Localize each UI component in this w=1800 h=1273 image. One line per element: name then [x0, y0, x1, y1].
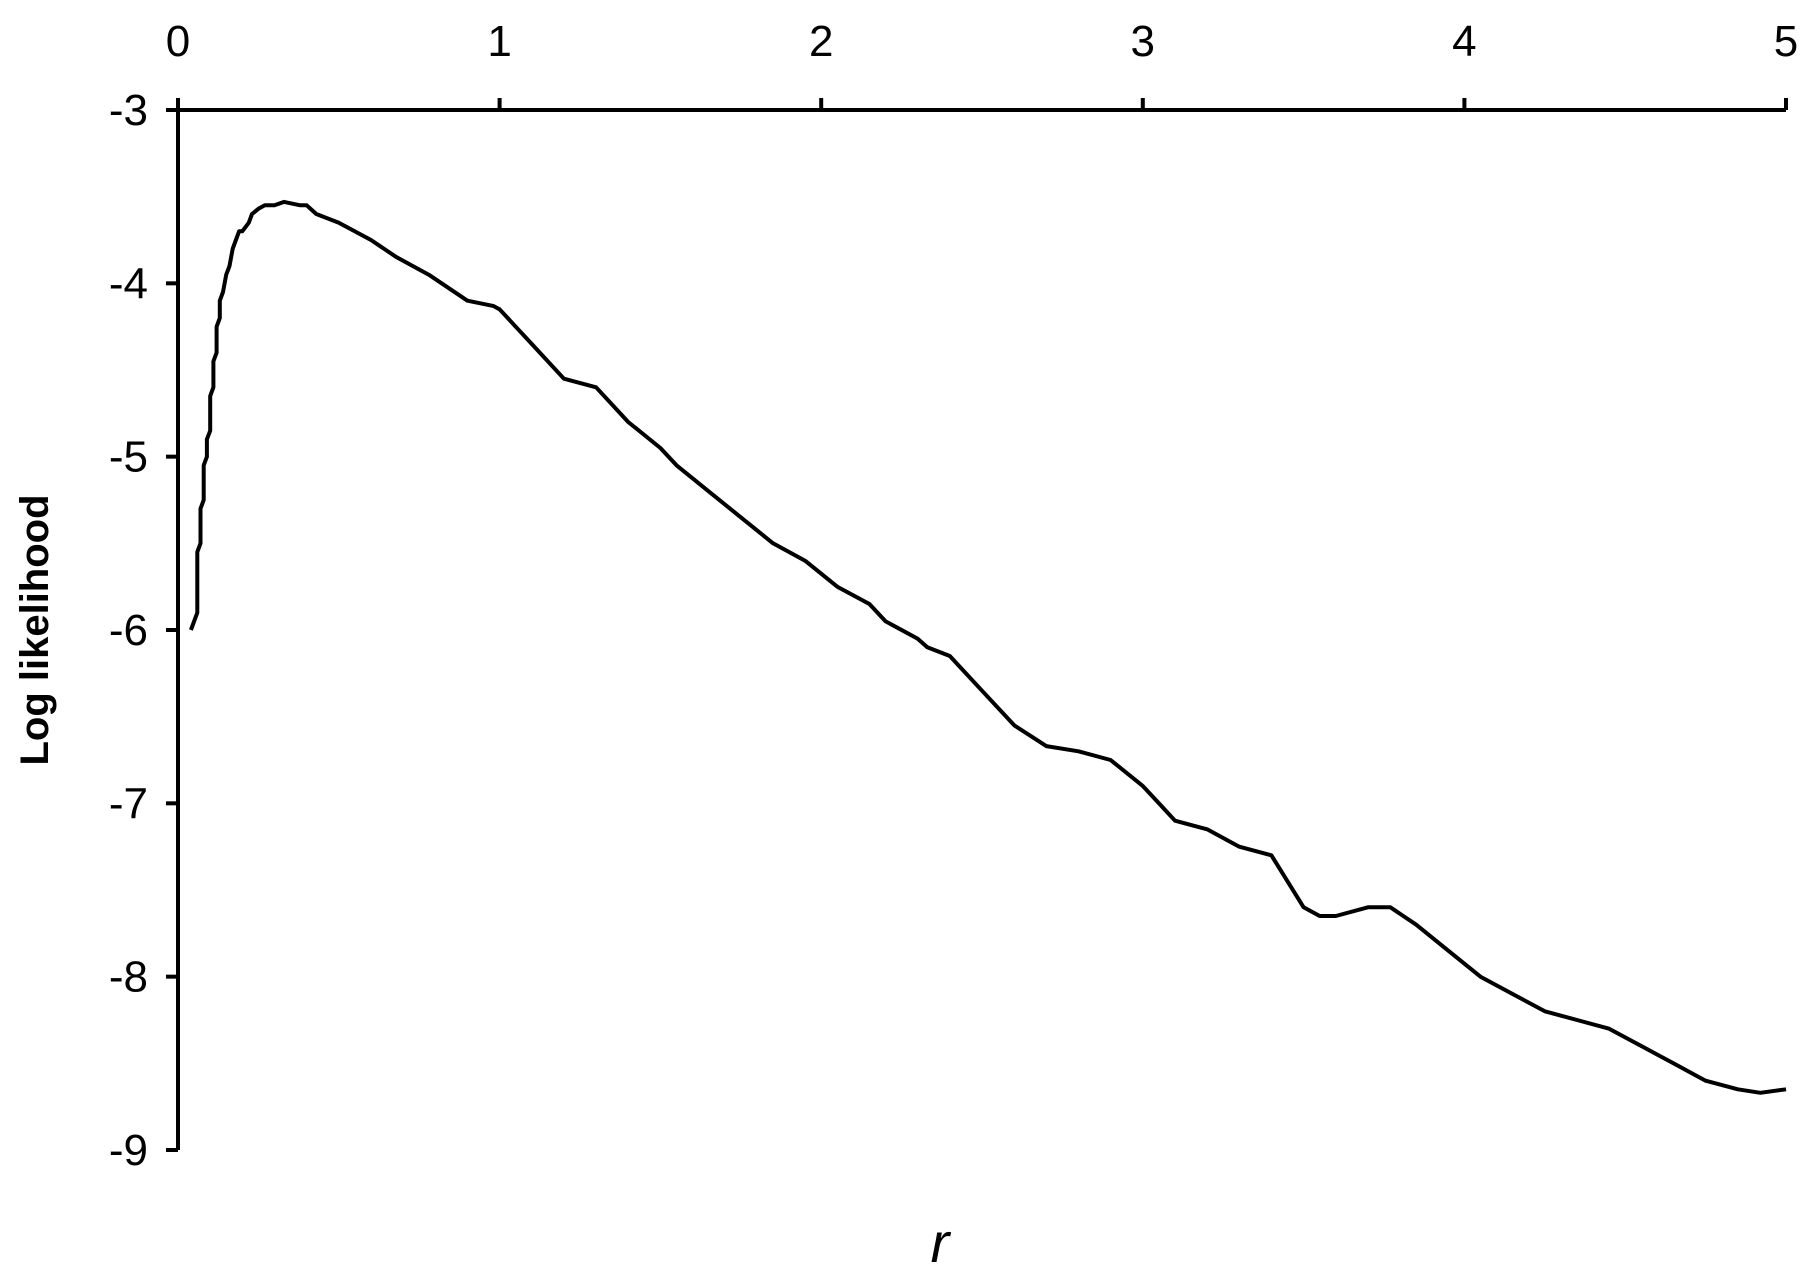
y-tick-label: -3	[109, 86, 148, 135]
y-tick-label: -7	[109, 779, 148, 828]
axes	[176, 108, 1786, 1150]
x-tick-label: 3	[1131, 17, 1155, 66]
y-tick-label: -5	[109, 433, 148, 482]
y-tick-label: -4	[109, 259, 148, 308]
tick-labels: 0 1 2 3 4 5 -3 -4 -5 -6 -7 -8 -9	[109, 17, 1798, 1175]
x-tick-label: 4	[1452, 17, 1476, 66]
x-tick-label: 0	[166, 17, 190, 66]
x-tick-label: 1	[487, 17, 511, 66]
x-tick-label: 2	[809, 17, 833, 66]
y-tick-label: -9	[109, 1126, 148, 1175]
series-line	[189, 199, 1787, 1095]
y-tick-label: -8	[109, 953, 148, 1002]
y-axis-label: Log likelihood	[13, 494, 57, 765]
x-axis-label: r	[931, 1211, 952, 1273]
ticks	[166, 98, 1788, 1152]
y-tick-label: -6	[109, 606, 148, 655]
x-tick-label: 5	[1774, 17, 1798, 66]
